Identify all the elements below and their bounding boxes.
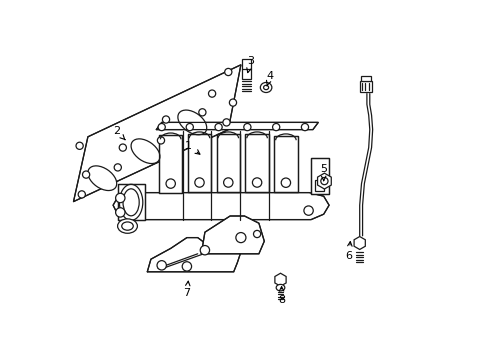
Circle shape (208, 90, 215, 97)
Text: 2: 2 (113, 126, 125, 140)
Text: 4: 4 (266, 71, 273, 86)
Polygon shape (317, 173, 330, 189)
Circle shape (194, 178, 204, 187)
Polygon shape (147, 238, 241, 272)
Polygon shape (113, 193, 328, 220)
Text: 1: 1 (185, 141, 200, 154)
Text: 5: 5 (320, 164, 326, 181)
Ellipse shape (123, 189, 139, 216)
Circle shape (199, 109, 205, 116)
Text: 8: 8 (278, 287, 285, 305)
Polygon shape (118, 184, 145, 220)
Ellipse shape (260, 82, 271, 93)
Circle shape (82, 171, 89, 178)
Circle shape (235, 233, 245, 243)
Circle shape (200, 246, 209, 255)
Polygon shape (314, 180, 323, 191)
Polygon shape (187, 134, 211, 192)
Circle shape (166, 179, 175, 188)
Circle shape (223, 119, 230, 126)
Polygon shape (353, 237, 365, 249)
Circle shape (253, 230, 260, 238)
Text: 7: 7 (183, 281, 190, 298)
Circle shape (223, 178, 232, 187)
Polygon shape (310, 158, 328, 194)
Circle shape (281, 178, 290, 187)
Circle shape (158, 123, 165, 131)
Circle shape (215, 123, 222, 131)
Circle shape (76, 142, 83, 149)
Ellipse shape (263, 85, 268, 90)
Polygon shape (159, 135, 182, 193)
Circle shape (119, 144, 126, 151)
Ellipse shape (276, 284, 284, 291)
Polygon shape (156, 122, 318, 130)
Ellipse shape (131, 139, 160, 163)
Polygon shape (359, 81, 371, 92)
Circle shape (115, 193, 125, 203)
Polygon shape (73, 65, 241, 202)
Circle shape (303, 206, 313, 215)
Circle shape (252, 178, 261, 187)
Circle shape (78, 191, 85, 198)
Circle shape (182, 262, 191, 271)
Ellipse shape (88, 166, 117, 190)
Circle shape (320, 177, 327, 185)
Circle shape (224, 68, 231, 76)
Circle shape (244, 123, 250, 131)
Ellipse shape (119, 184, 142, 220)
Ellipse shape (178, 110, 206, 135)
Circle shape (301, 123, 308, 131)
Polygon shape (245, 134, 268, 192)
Circle shape (229, 99, 236, 106)
Polygon shape (242, 59, 250, 79)
Polygon shape (360, 76, 370, 81)
Ellipse shape (117, 219, 137, 233)
Polygon shape (274, 273, 285, 286)
Circle shape (157, 261, 166, 270)
Text: 6: 6 (345, 242, 352, 261)
Circle shape (115, 208, 125, 217)
Text: 3: 3 (246, 56, 254, 73)
Polygon shape (274, 136, 297, 192)
Ellipse shape (122, 222, 133, 230)
Circle shape (157, 137, 164, 144)
Polygon shape (201, 216, 264, 254)
Polygon shape (216, 134, 240, 192)
Circle shape (162, 116, 169, 123)
Circle shape (114, 164, 121, 171)
Circle shape (272, 123, 279, 131)
Circle shape (186, 123, 193, 131)
